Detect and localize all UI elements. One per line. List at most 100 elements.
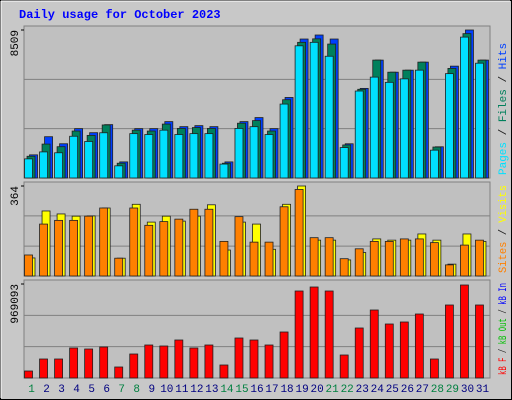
bar bbox=[309, 286, 319, 379]
x-tick-label: 5 bbox=[88, 384, 95, 396]
x-tick-label: 6 bbox=[103, 384, 110, 396]
bar bbox=[475, 62, 484, 179]
bar bbox=[294, 189, 304, 277]
bar bbox=[369, 76, 379, 179]
bar bbox=[249, 126, 259, 179]
bar bbox=[339, 354, 349, 379]
legend-separator: / bbox=[498, 223, 510, 242]
bar bbox=[174, 339, 184, 379]
x-tick-label: 27 bbox=[416, 384, 429, 396]
bar bbox=[174, 218, 184, 277]
x-tick-label: 20 bbox=[311, 384, 324, 396]
bar bbox=[159, 345, 169, 379]
bar bbox=[219, 364, 229, 379]
bar bbox=[144, 344, 154, 379]
bar bbox=[129, 207, 139, 277]
x-tick-label: 19 bbox=[295, 384, 308, 396]
bar bbox=[279, 331, 289, 379]
bar bbox=[384, 81, 394, 179]
bar bbox=[84, 348, 94, 379]
bar bbox=[69, 347, 79, 379]
legend-entry: kB F bbox=[498, 357, 510, 375]
bar bbox=[429, 358, 439, 379]
bar bbox=[159, 129, 169, 179]
bar bbox=[354, 90, 364, 179]
bar bbox=[39, 223, 48, 277]
bar bbox=[39, 151, 48, 179]
x-tick-label: 2 bbox=[43, 384, 50, 396]
legend: kB F / kB Out / kB In bbox=[498, 283, 510, 375]
bar bbox=[204, 133, 214, 179]
bar bbox=[445, 304, 454, 379]
bar bbox=[339, 147, 349, 179]
x-tick-label: 21 bbox=[326, 384, 340, 396]
legend-separator: / bbox=[498, 305, 510, 318]
bar bbox=[99, 346, 109, 379]
x-tick-label: 1 bbox=[28, 384, 35, 396]
y-tick-label: 364 bbox=[10, 186, 22, 206]
x-tick-label: 15 bbox=[235, 384, 248, 396]
bar bbox=[264, 344, 274, 379]
bar bbox=[54, 219, 63, 277]
y-tick-label: 969093 bbox=[10, 284, 22, 324]
bar bbox=[429, 149, 439, 179]
x-tick-label: 29 bbox=[446, 384, 459, 396]
bar bbox=[174, 134, 184, 179]
legend-entry: Sites bbox=[498, 242, 510, 273]
bar bbox=[24, 370, 33, 379]
x-tick-label: 8 bbox=[133, 384, 140, 396]
bar bbox=[99, 132, 109, 179]
bar bbox=[294, 290, 304, 379]
legend-entry: Pages bbox=[498, 142, 510, 175]
bar bbox=[309, 41, 319, 179]
bar bbox=[204, 344, 214, 379]
bar bbox=[249, 339, 259, 379]
bar bbox=[159, 221, 169, 277]
y-tick-label: 8509 bbox=[10, 30, 22, 56]
bar bbox=[234, 128, 244, 179]
bar bbox=[445, 264, 454, 277]
legend-separator: / bbox=[498, 344, 510, 357]
bar bbox=[399, 238, 409, 277]
legend: Pages / Files / Hits bbox=[498, 43, 510, 175]
x-tick-label: 10 bbox=[160, 384, 173, 396]
x-tick-label: 3 bbox=[58, 384, 65, 396]
bar bbox=[429, 242, 439, 277]
bar bbox=[414, 313, 424, 379]
x-tick-label: 22 bbox=[341, 384, 354, 396]
bar bbox=[219, 163, 229, 179]
bar bbox=[189, 133, 199, 179]
bar bbox=[460, 284, 469, 379]
bar bbox=[279, 206, 289, 277]
x-tick-label: 24 bbox=[371, 384, 385, 396]
bar bbox=[234, 337, 244, 379]
bar bbox=[114, 257, 124, 277]
bar bbox=[339, 258, 349, 277]
bar bbox=[54, 358, 63, 379]
bar bbox=[369, 309, 379, 379]
bar bbox=[189, 347, 199, 379]
legend-entry: kB In bbox=[498, 283, 510, 305]
bar bbox=[114, 366, 124, 379]
bar bbox=[309, 237, 319, 277]
x-tick-label: 31 bbox=[476, 384, 490, 396]
bar bbox=[294, 45, 304, 179]
bar bbox=[24, 254, 33, 277]
bar bbox=[414, 238, 424, 277]
bar bbox=[39, 358, 48, 379]
legend-entry: Visits bbox=[498, 185, 510, 223]
x-tick-label: 17 bbox=[265, 384, 278, 396]
bar bbox=[24, 158, 33, 179]
x-tick-label: 16 bbox=[250, 384, 263, 396]
bar bbox=[144, 224, 154, 277]
legend: Sites / Visits bbox=[498, 185, 510, 273]
bar bbox=[369, 240, 379, 277]
x-tick-label: 14 bbox=[220, 384, 234, 396]
bar bbox=[460, 244, 469, 277]
x-tick-label: 9 bbox=[148, 384, 155, 396]
bar bbox=[324, 55, 334, 179]
bar bbox=[219, 240, 229, 277]
bar bbox=[204, 208, 214, 277]
legend-separator: / bbox=[498, 69, 510, 89]
x-tick-label: 12 bbox=[190, 384, 203, 396]
